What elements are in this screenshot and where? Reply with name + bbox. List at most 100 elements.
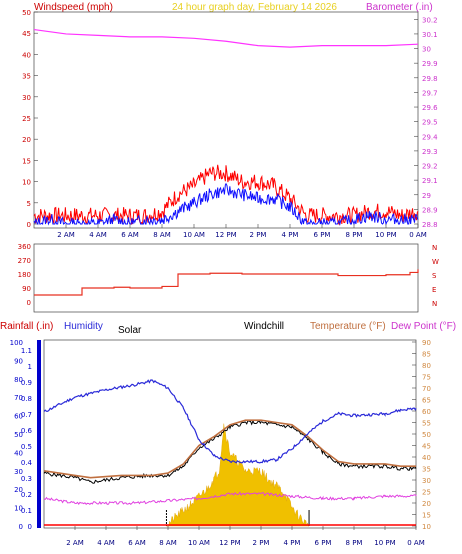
temperature-tick-label: 55 (422, 420, 431, 428)
time-tick-label: 0 AM (407, 539, 425, 547)
windspeed-line (33, 164, 419, 226)
temperature-tick-label: 80 (422, 362, 431, 370)
humidity-line (43, 379, 417, 464)
time-tick-label: 8 PM (346, 231, 363, 239)
humidity-tick-label: 70 (14, 394, 23, 402)
humidity-tick-label: 60 (14, 413, 23, 421)
time-tick-label: 10 PM (374, 539, 395, 547)
barometer-tick-label: 29.7 (422, 89, 438, 97)
time-tick-label: 6 PM (314, 231, 331, 239)
temperature-tick-label: 65 (422, 397, 431, 405)
time-tick-label: 6 PM (315, 539, 332, 547)
direction-tick-label: 360 (18, 243, 31, 251)
humidity-tick-label: 100 (10, 339, 23, 347)
barometer-tick-label: 30.2 (422, 16, 438, 24)
humidity-tick-label: 20 (14, 486, 23, 494)
temperature-tick-label: 60 (422, 408, 431, 416)
windspeed-tick-label: 10 (22, 179, 31, 187)
rain-tick-label: 0.8 (21, 395, 32, 403)
windchill-line (43, 419, 417, 484)
humidity-axis-ticks: 0 10 20 30 40 50 60 70 80 90 100 (10, 339, 23, 531)
humidity-tick-label: 0 (19, 523, 23, 531)
rain-tick-label: 0.1 (21, 507, 32, 515)
time-tick-label: 10 PM (375, 231, 396, 239)
barometer-tick-label: 28.8 (422, 221, 438, 229)
windspeed-axis-title: Windspeed (mph) (34, 2, 113, 13)
time-tick-label: 2 PM (253, 539, 270, 547)
direction-tick-label: 270 (18, 257, 31, 265)
barometer-tick-label: 29.8 (422, 75, 438, 83)
compass-label: N (432, 244, 437, 252)
rain-tick-label: 0.2 (21, 491, 32, 499)
time-tick-label: 8 AM (159, 539, 177, 547)
rain-tick-label: 1 (28, 363, 32, 371)
barometer-line (33, 28, 419, 48)
windspeed-tick-label: 50 (22, 9, 31, 17)
humidity-tick-label: 30 (14, 468, 23, 476)
temperature-line (43, 419, 416, 479)
time-tick-label: 8 PM (346, 539, 363, 547)
compass-label: W (432, 258, 439, 266)
barometer-tick-label: 29.6 (422, 104, 438, 112)
temperature-tick-label: 20 (422, 500, 431, 508)
barometer-tick-label: 29.9 (422, 60, 438, 68)
humidity-legend: Humidity (64, 321, 103, 332)
time-tick-label: 6 AM (128, 539, 146, 547)
temperature-tick-label: 25 (422, 489, 431, 497)
solar-legend: Solar (118, 325, 142, 336)
top-time-axis: 2 AM 4 AM 6 AM 8 AM 10 AM 12 PM 2 PM 4 PM 6 PM 8 … (57, 224, 427, 239)
windspeed-tick-label: 15 (22, 157, 31, 165)
top-panel-frame (33, 11, 419, 229)
rain-tick-label: 0.4 (21, 459, 33, 467)
rain-tick-label: 0.9 (21, 379, 32, 387)
barometer-tick-label: 29.4 (422, 133, 438, 141)
temperature-tick-label: 10 (422, 523, 431, 531)
time-tick-label: 10 AM (183, 231, 205, 239)
temperature-tick-label: 40 (422, 454, 431, 462)
barometer-tick-label: 29.2 (422, 163, 438, 171)
rain-tick-label: 0.6 (21, 427, 33, 435)
barometer-tick-label: 30 (422, 46, 431, 54)
barometer-tick-label: 28.9 (422, 206, 438, 214)
solar-area (166, 423, 310, 527)
windspeed-axis-ticks: 0 5 10 15 20 25 30 35 40 45 50 (22, 9, 38, 229)
temperature-tick-label: 15 (422, 512, 431, 520)
time-tick-label: 8 AM (153, 231, 171, 239)
direction-degree-ticks: 0 90 180 270 360 (18, 243, 31, 307)
direction-panel-frame (33, 243, 419, 313)
windspeed-tick-label: 35 (22, 73, 31, 81)
windspeed-tick-label: 20 (22, 136, 31, 144)
temperature-tick-label: 75 (422, 374, 431, 382)
barometer-tick-label: 29.3 (422, 148, 438, 156)
humidity-tick-label: 50 (14, 431, 23, 439)
time-tick-label: 2 PM (250, 231, 267, 239)
windspeed-tick-label: 40 (22, 51, 31, 59)
temperature-tick-label: 70 (422, 385, 431, 393)
rain-tick-label: 0.3 (21, 475, 32, 483)
humidity-tick-label: 80 (14, 376, 23, 384)
temperature-axis-ticks: 10 15 20 25 30 35 40 45 50 55 60 65 70 75 80 85 90 (412, 339, 431, 531)
barometer-axis-title: Barometer (.in) (366, 2, 433, 13)
direction-series-group (34, 269, 419, 296)
windspeed-tick-label: 30 (22, 94, 31, 102)
humidity-tick-label: 10 (14, 505, 23, 513)
barometer-axis-ticks: 28.8 28.9 29 29.1 29.2 29.3 29.4 29.5 29.6 29.7 29… (414, 16, 438, 229)
time-tick-label: 12 PM (219, 539, 240, 547)
rain-tick-label: 1.1 (21, 347, 32, 355)
time-tick-label: 6 AM (121, 231, 139, 239)
windspeed-tick-label: 0 (27, 221, 31, 229)
time-tick-label: 4 AM (89, 231, 107, 239)
barometer-tick-label: 29 (422, 192, 431, 200)
time-tick-label: 4 PM (284, 539, 301, 547)
rain-tick-label: 0.5 (21, 443, 32, 451)
time-tick-label: 10 AM (188, 539, 210, 547)
rain-tick-label: 0 (28, 523, 32, 531)
compass-label: E (432, 286, 436, 294)
bottom-series-group (43, 379, 417, 527)
humidity-tick-label: 40 (14, 449, 23, 457)
dewpoint-legend: Dew Point (°F) (391, 321, 456, 332)
rain-tick-label: 0.7 (21, 411, 32, 419)
rainfall-axis-ticks: 0 0.1 0.2 0.3 0.4 0.5 0.6 0.7 0.8 0.9 1 1.1 (21, 347, 33, 531)
direction-tick-label: 180 (18, 271, 31, 279)
